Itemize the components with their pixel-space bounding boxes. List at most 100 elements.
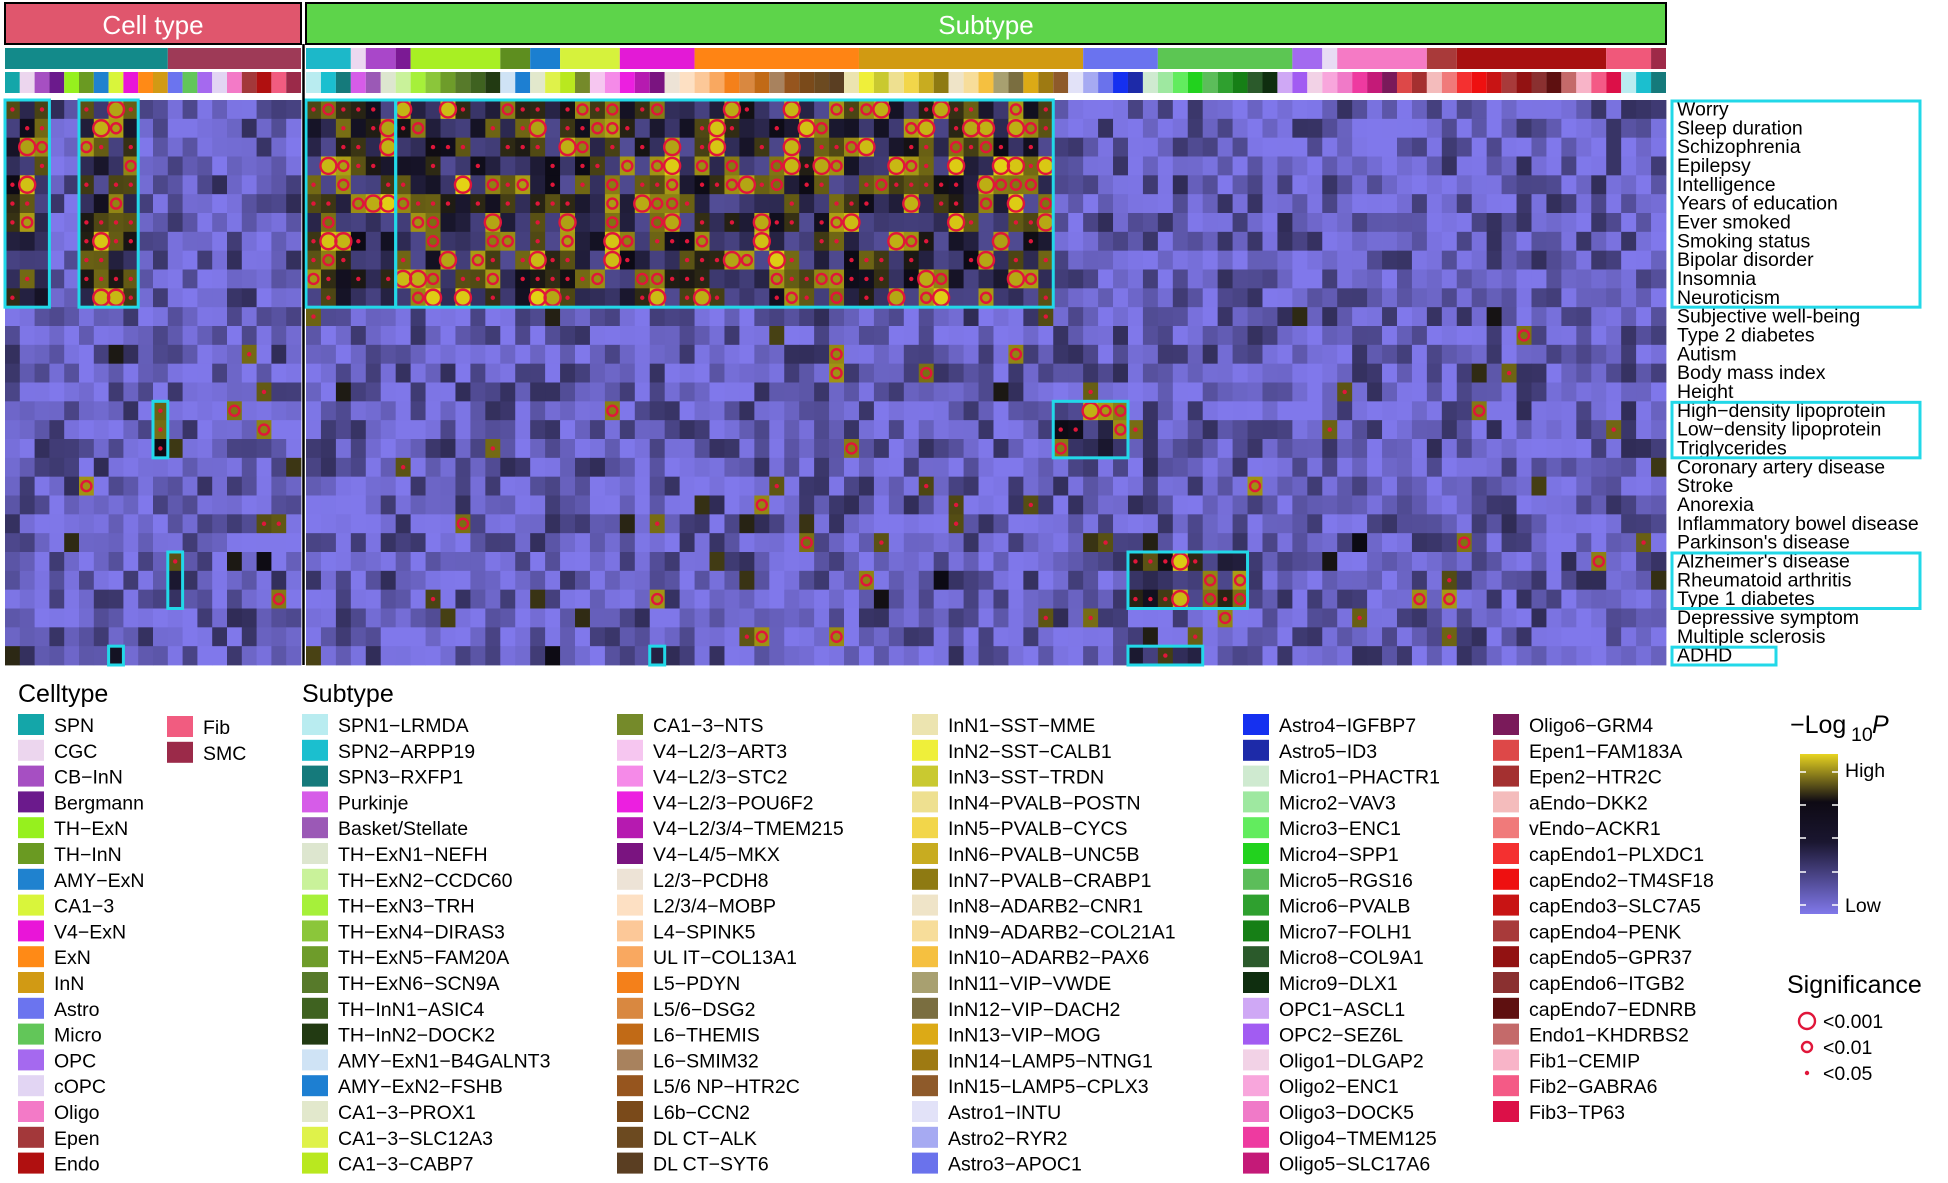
heatmap-cell xyxy=(1232,514,1248,534)
heatmap-cell xyxy=(1083,401,1099,421)
heatmap-cell xyxy=(1456,100,1473,120)
heatmap-cell xyxy=(709,589,725,609)
heatmap-cell xyxy=(153,100,169,120)
heatmap-cell xyxy=(1382,231,1398,252)
heatmap-cell xyxy=(1546,627,1562,647)
heatmap-cell xyxy=(335,646,352,666)
heatmap-cell xyxy=(873,646,890,666)
heatmap-cell xyxy=(1456,213,1473,233)
subtype-color-chip xyxy=(1172,72,1188,93)
heatmap-cell xyxy=(918,552,935,572)
heatmap-cell xyxy=(679,570,695,591)
trait-label: Intelligence xyxy=(1677,174,1776,196)
heatmap-cell xyxy=(978,231,994,252)
heatmap-cell xyxy=(1083,495,1099,515)
heatmap-cell xyxy=(182,570,198,591)
heatmap-cell xyxy=(271,552,287,572)
legend-swatch xyxy=(912,997,938,1019)
heatmap-cell xyxy=(1486,382,1503,402)
significance-ring xyxy=(561,235,574,248)
highlight-box xyxy=(107,644,125,667)
heatmap-cell xyxy=(993,514,1009,534)
heatmap-cell xyxy=(978,307,994,327)
heatmap-cell xyxy=(769,646,785,666)
heatmap-cell xyxy=(1113,646,1129,666)
heatmap-cell xyxy=(619,514,636,534)
heatmap-cell xyxy=(858,307,875,327)
trait-label: Years of education xyxy=(1677,193,1838,215)
heatmap-cell xyxy=(1561,288,1577,308)
legend-item-label: cOPC xyxy=(54,1076,106,1098)
heatmap-cell xyxy=(754,401,770,421)
heatmap-cell xyxy=(320,307,337,327)
scale-high-label: High xyxy=(1845,760,1885,782)
significance-dot xyxy=(819,182,824,187)
heatmap-cell xyxy=(286,382,302,402)
heatmap-cell xyxy=(1352,457,1368,478)
heatmap-cell xyxy=(1023,100,1039,120)
legend-swatch xyxy=(912,1126,938,1148)
heatmap-cell xyxy=(5,476,21,496)
heatmap-cell xyxy=(1127,570,1144,591)
heatmap-cell xyxy=(1157,420,1174,440)
heatmap-cell xyxy=(963,420,979,440)
heatmap-cell xyxy=(1307,476,1323,496)
legend-item-label: V4−L2/3−STC2 xyxy=(653,767,787,789)
legend-item-label: capEndo2−TM4SF18 xyxy=(1529,870,1714,892)
legend-item-label: AMY−ExN xyxy=(54,870,144,892)
celltype-color-chip xyxy=(256,72,272,93)
heatmap-cell xyxy=(138,533,154,553)
heatmap-cell xyxy=(1606,570,1622,591)
heatmap-cell xyxy=(1068,608,1084,628)
heatmap-cell xyxy=(903,476,920,496)
heatmap-cell xyxy=(108,457,124,478)
heatmap-cell xyxy=(1546,646,1562,666)
heatmap-cell xyxy=(1292,533,1308,553)
heatmap-cell xyxy=(1262,100,1278,120)
heatmap-cell xyxy=(350,118,367,139)
heatmap-cell xyxy=(1098,250,1114,270)
heatmap-cell xyxy=(79,288,95,308)
significance-dot xyxy=(460,276,466,282)
heatmap-cell xyxy=(1068,344,1084,365)
heatmap-cell xyxy=(365,269,382,289)
heatmap-cell xyxy=(515,363,531,383)
heatmap-cell xyxy=(485,495,501,515)
heatmap-cell xyxy=(888,420,905,440)
heatmap-cell xyxy=(560,570,576,591)
heatmap-cell xyxy=(108,288,124,308)
heatmap-cell xyxy=(350,307,367,327)
heatmap-cell xyxy=(1546,476,1562,496)
significance-dot xyxy=(475,163,481,169)
heatmap-cell xyxy=(575,627,591,647)
heatmap-cell xyxy=(1456,627,1473,647)
heatmap-cell xyxy=(560,137,576,157)
heatmap-cell xyxy=(619,589,636,609)
heatmap-cell xyxy=(1501,608,1517,628)
significance-dot xyxy=(1133,559,1138,564)
heatmap-cell xyxy=(604,514,621,534)
subtype-color-chip xyxy=(858,72,874,93)
heatmap-cell xyxy=(123,326,139,346)
heatmap-cell xyxy=(227,100,243,120)
legend-item-label: Epen1−FAM183A xyxy=(1529,741,1682,763)
heatmap-cell xyxy=(1531,100,1547,120)
heatmap-cell xyxy=(1396,589,1413,609)
heatmap-cell xyxy=(1098,344,1114,365)
heatmap-cell xyxy=(227,156,243,176)
heatmap-cell xyxy=(1396,307,1413,327)
heatmap-cell xyxy=(470,231,486,252)
heatmap-cell xyxy=(425,457,441,478)
heatmap-cell xyxy=(873,552,890,572)
trait-label: Alzheimer's disease xyxy=(1677,550,1850,572)
heatmap-cell xyxy=(978,175,994,195)
heatmap-cell xyxy=(739,363,755,383)
heatmap-cell xyxy=(664,307,681,327)
heatmap-cell xyxy=(933,213,950,233)
heatmap-cell xyxy=(754,533,770,553)
heatmap-cell xyxy=(182,100,198,120)
heatmap-cell xyxy=(649,363,666,383)
heatmap-cell xyxy=(64,326,80,346)
significance-dot xyxy=(1163,596,1168,602)
heatmap-cell xyxy=(1247,457,1263,478)
